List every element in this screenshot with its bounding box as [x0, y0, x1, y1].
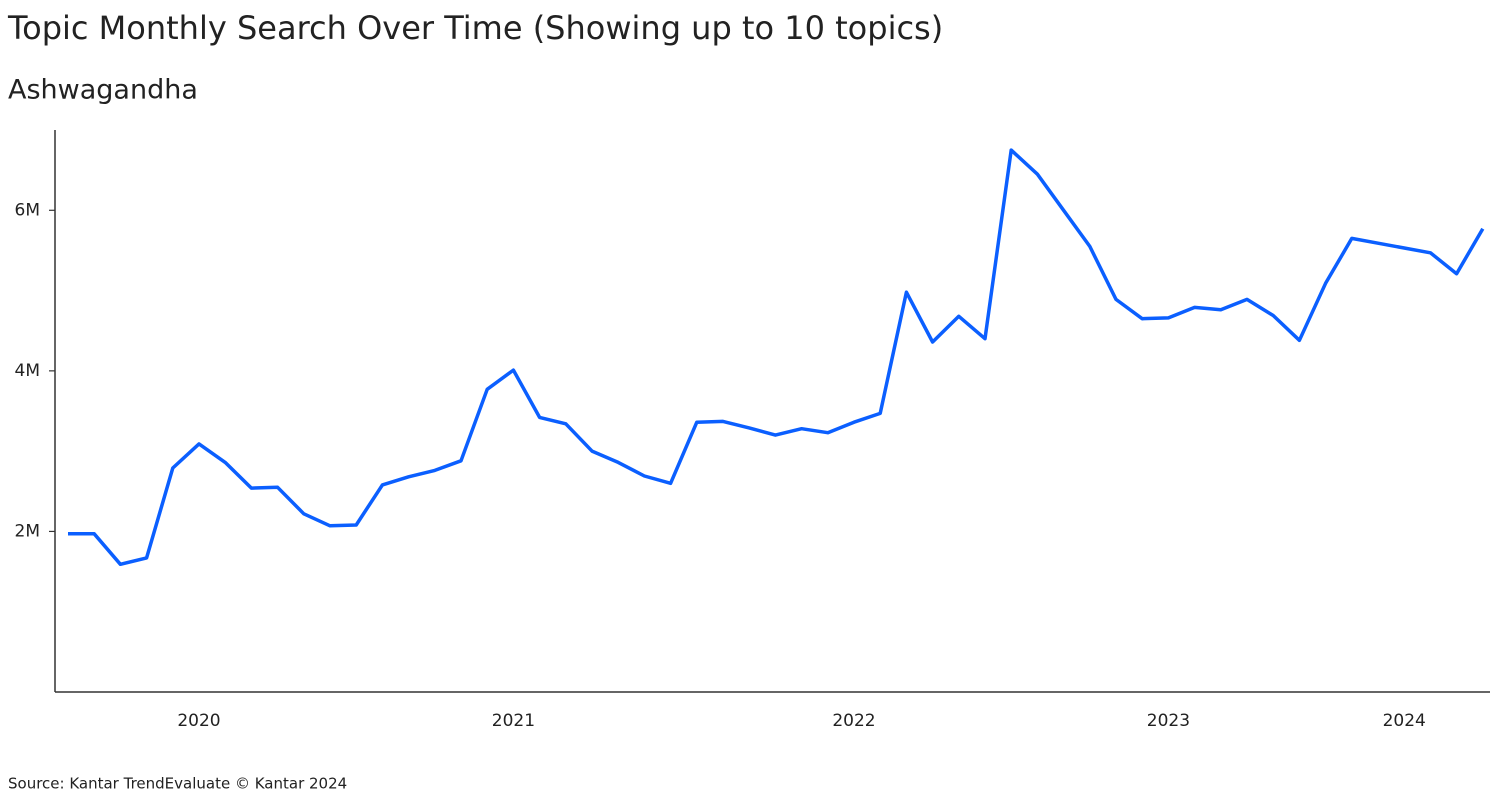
- y-tick-label: 2M: [15, 521, 40, 541]
- x-tick-label: 2024: [1383, 711, 1426, 731]
- x-tick-label: 2022: [832, 711, 875, 731]
- y-tick-label: 6M: [15, 200, 40, 220]
- x-tick-label: 2023: [1147, 711, 1190, 731]
- x-tick-label: 2021: [492, 711, 535, 731]
- chart-title: Topic Monthly Search Over Time (Showing …: [7, 9, 943, 47]
- source-note: Source: Kantar TrendEvaluate © Kantar 20…: [8, 775, 347, 793]
- series-line: [68, 148, 1485, 567]
- x-tick-label: 2020: [177, 711, 220, 731]
- chart-subtitle: Ashwagandha: [8, 75, 198, 106]
- y-tick-label: 4M: [15, 361, 40, 381]
